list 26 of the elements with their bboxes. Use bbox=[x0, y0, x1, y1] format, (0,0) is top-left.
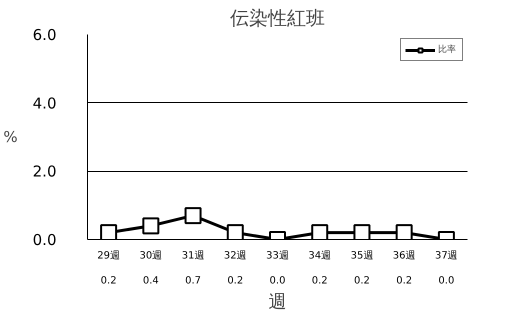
y-tick-label: 6.0 bbox=[32, 26, 57, 44]
y-tick-label: 2.0 bbox=[32, 162, 57, 181]
x-tick-label: 29週 bbox=[97, 250, 120, 262]
legend-label: 比率 bbox=[438, 44, 457, 56]
data-label: 0.2 bbox=[312, 276, 328, 286]
y-axis-title: % bbox=[3, 128, 18, 146]
x-tick-label: 30週 bbox=[139, 250, 162, 262]
chart-title: 伝染性紅班 bbox=[230, 8, 325, 30]
data-label: 0.2 bbox=[396, 276, 412, 286]
y-tick-label: 4.0 bbox=[32, 94, 57, 112]
data-label: 0.4 bbox=[142, 276, 159, 286]
x-axis-title: 週 bbox=[268, 292, 286, 312]
x-tick-label: 37週 bbox=[435, 250, 458, 262]
x-tick-label: 34週 bbox=[308, 250, 332, 262]
data-label: 0.2 bbox=[100, 276, 117, 286]
data-label: 0.0 bbox=[270, 276, 286, 286]
data-label: 0.2 bbox=[227, 276, 244, 286]
data-label: 0.7 bbox=[185, 276, 202, 286]
x-tick-label: 31週 bbox=[182, 250, 204, 262]
data-label: 0.2 bbox=[354, 276, 370, 286]
x-tick-label: 36週 bbox=[392, 250, 416, 262]
x-tick-label: 32週 bbox=[224, 250, 247, 262]
x-tick-label: 35週 bbox=[350, 250, 374, 262]
x-tick-label: 33週 bbox=[266, 250, 289, 262]
data-label: 0.0 bbox=[438, 276, 454, 286]
y-tick-label: 0.0 bbox=[32, 231, 57, 249]
